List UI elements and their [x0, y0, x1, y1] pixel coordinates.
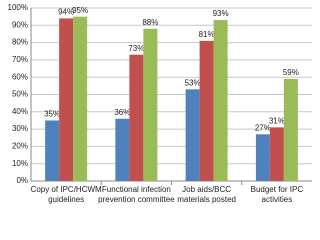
bar [129, 54, 144, 181]
bar [283, 78, 298, 181]
y-tick-label: 30% [12, 124, 28, 133]
y-tick-label: 10% [12, 159, 28, 168]
value-label: 81% [199, 30, 215, 39]
bar [143, 28, 158, 182]
x-tick-label: Budget for IPC [251, 185, 304, 194]
value-label: 35% [44, 110, 60, 119]
bar [199, 40, 214, 182]
bar [115, 118, 130, 181]
x-tick-label: Functional infection [102, 185, 171, 194]
value-label: 53% [185, 78, 201, 87]
y-tick-label: 60% [12, 72, 28, 81]
value-label: 59% [283, 68, 299, 77]
y-tick-label: 90% [12, 20, 28, 29]
y-tick-label: 50% [12, 90, 28, 99]
bar [185, 89, 200, 181]
value-label: 94% [58, 7, 74, 16]
x-tick-label: Copy of IPC/HCWM [31, 185, 102, 194]
x-tick-label: prevention committee [98, 195, 175, 204]
value-label: 27% [255, 123, 271, 132]
x-tick-label: guidelines [48, 195, 84, 204]
value-label: 88% [142, 18, 158, 27]
y-tick-label: 70% [12, 55, 28, 64]
bar [255, 134, 270, 181]
y-tick-label: 20% [12, 142, 28, 151]
y-tick-label: 100% [8, 3, 28, 12]
value-label: 95% [72, 6, 88, 15]
bar [213, 20, 228, 181]
value-label: 36% [114, 108, 130, 117]
value-label: 73% [128, 44, 144, 53]
x-tick-label: materials posted [177, 195, 236, 204]
y-tick-label: 40% [12, 107, 28, 116]
bar [269, 127, 284, 181]
x-tick-label: Job aids/BCC [182, 185, 231, 194]
bar [73, 16, 88, 182]
x-tick-label: activities [262, 195, 293, 204]
value-label: 31% [269, 116, 285, 125]
chart: 0% 10% 20% 30% 40% 50% 60% 70% 80% 90% 100% Copy of… [8, 3, 312, 204]
value-label: 93% [213, 9, 229, 18]
y-tick-label: 80% [12, 38, 28, 47]
bar [59, 18, 74, 181]
bar [45, 120, 60, 181]
y-tick-label: 0% [16, 176, 28, 185]
